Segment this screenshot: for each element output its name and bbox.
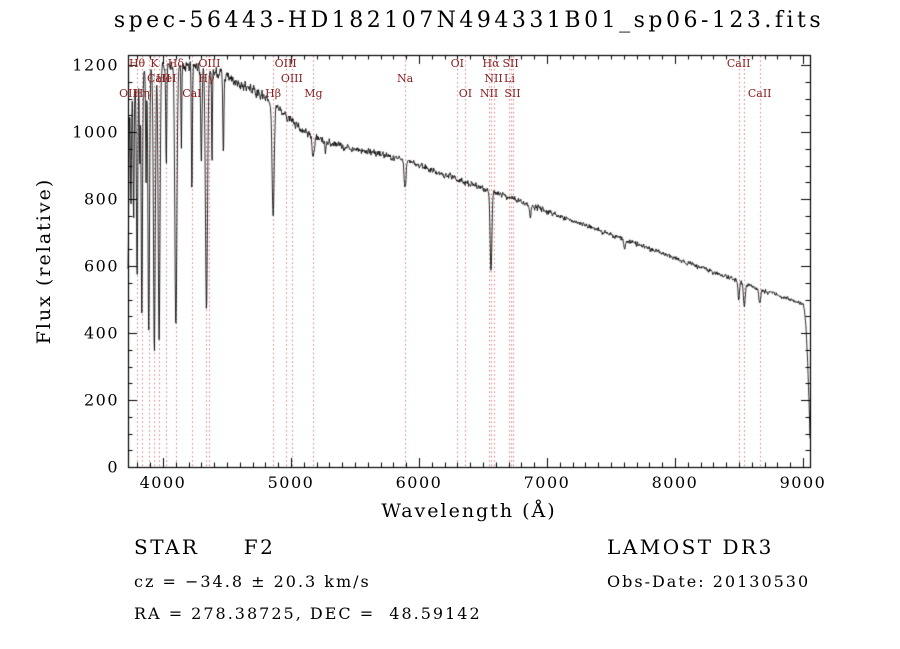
spectral-line-label: Hη <box>133 87 150 100</box>
x-tick-label: 5000 <box>267 473 315 492</box>
x-tick-label: 8000 <box>651 473 699 492</box>
y-tick-label: 400 <box>83 323 119 343</box>
spectral-line-label: Hβ <box>265 87 282 100</box>
x-tick-label: 6000 <box>395 473 443 492</box>
spectral-line-label: HeI <box>156 72 177 85</box>
spectral-line-label: OI <box>458 87 473 100</box>
spectral-line-label: Na <box>397 72 414 85</box>
plot-title: spec-56443-HD182107N494331B01_sp06-123.f… <box>113 8 825 33</box>
spectral-line-label: CaII <box>726 57 751 70</box>
spectral-line-label: CaI <box>182 87 202 100</box>
y-tick-label: 1000 <box>72 122 119 142</box>
y-tick-label: 200 <box>83 390 119 410</box>
spectral-line-label: OIII <box>280 72 303 85</box>
spectral-line-label: K <box>150 57 159 70</box>
spectral-line-label: Hα <box>482 57 500 70</box>
x-tick-label: 7000 <box>523 473 571 492</box>
y-tick-label: 600 <box>83 256 119 276</box>
spectral-line-label: Mg <box>304 87 323 100</box>
spectral-line-label: OI <box>450 57 465 70</box>
spectral-line-label: Hδ <box>167 57 184 70</box>
spectral-line-label: CaII <box>147 72 171 85</box>
x-tick-label: 9000 <box>779 473 827 492</box>
y-tick-label: 0 <box>107 457 119 477</box>
x-tick-label: 4000 <box>139 473 187 492</box>
spectral-line-label: Hγ <box>198 72 215 85</box>
survey-release-label: LAMOST DR3 <box>607 535 774 559</box>
obs-date-label: Obs-Date: 20130530 <box>607 572 811 591</box>
redshift-velocity-label: cz = −34.8 ± 20.3 km/s <box>134 572 371 591</box>
spectral-line-label: NII <box>479 87 499 100</box>
spectral-line-label: CaII <box>747 87 772 100</box>
spectral-line-label: Li <box>504 72 515 85</box>
spectral-line-label: SII <box>504 87 521 100</box>
y-tick-label: 800 <box>83 189 119 209</box>
spectral-line-label: SII <box>502 57 519 70</box>
spectral-line-label: NII <box>484 72 503 85</box>
spectral-line-label: OII <box>119 87 137 100</box>
spectral-line-label: OIII <box>274 57 297 70</box>
spectral-line-label: OIII <box>198 57 221 70</box>
y-tick-label: 1200 <box>72 55 119 75</box>
coordinates-label: RA = 278.38725, DEC = 48.59142 <box>134 604 482 623</box>
object-class-label: STAR F2 <box>134 535 276 559</box>
spectral-line-label: Hθ <box>128 57 146 70</box>
x-axis-label: Wavelength (Å) <box>381 500 557 522</box>
